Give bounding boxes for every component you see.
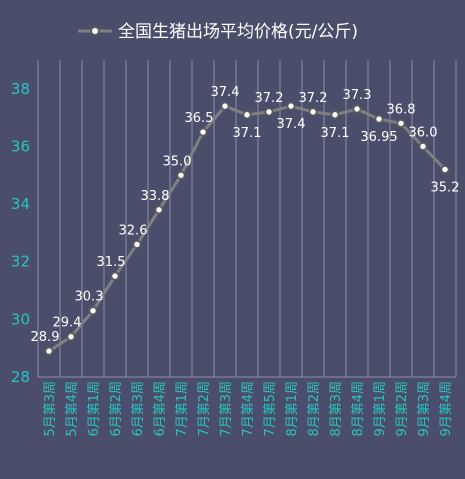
data-label: 32.6 [119,223,148,238]
data-label: 31.5 [97,255,126,270]
data-point [88,306,98,316]
data-point [176,170,186,180]
data-label: 37.4 [277,117,306,132]
data-point [220,101,230,111]
series-layer [44,101,450,356]
x-tick-label: 5月第3周 [43,381,58,437]
data-point [198,127,208,137]
x-tick-label: 8月第4周 [351,381,366,437]
data-point [132,239,142,249]
data-label: 37.4 [211,85,240,100]
data-point [330,110,340,120]
x-tick-label: 5月第4周 [65,381,80,437]
data-point [154,205,164,215]
data-point [110,271,120,281]
data-label: 29.4 [53,316,82,331]
data-label: 28.9 [31,330,60,345]
legend-label: 全国生猪出场平均价格(元/公斤) [118,22,358,42]
x-tick-label: 7月第3周 [219,381,234,437]
data-label: 30.3 [75,290,104,305]
data-label: 35.0 [163,154,192,169]
y-tick-label: 32 [11,253,30,271]
x-tick-label: 8月第3周 [329,381,344,437]
y-tick-label: 38 [11,80,30,98]
data-point [374,114,384,124]
data-point [286,101,296,111]
y-tick-label: 30 [11,310,30,328]
x-tick-label: 7月第5周 [263,381,278,437]
data-label: 36.5 [185,111,214,126]
y-tick-label: 28 [11,368,30,386]
data-point [66,332,76,342]
legend: 全国生猪出场平均价格(元/公斤) [78,22,358,42]
data-point [264,107,274,117]
x-tick-label: 6月第3周 [131,381,146,437]
x-tick-label: 9月第1周 [373,381,388,437]
x-tick-label: 7月第1周 [175,381,190,437]
data-label: 36.0 [409,125,438,140]
data-label: 37.1 [233,126,262,141]
x-tick-label: 8月第2周 [307,381,322,437]
x-tick-label: 9月第4周 [439,381,454,437]
data-label: 35.2 [431,181,460,196]
data-label: 33.8 [141,189,170,204]
x-tick-label: 7月第4周 [241,381,256,437]
data-point [242,110,252,120]
x-tick-label: 8月第1周 [285,381,300,437]
data-label: 37.2 [299,91,328,106]
data-point [44,346,54,356]
data-labels: 28.929.4 30.3 31.5 32.6 33.8 35.0 36.5 37.4 37.1… [31,85,460,345]
x-tick-label: 6月第4周 [153,381,168,437]
x-tick-label: 6月第1周 [87,381,102,437]
y-tick-label: 34 [11,195,30,213]
y-tick-label: 36 [11,137,30,155]
data-label: 36.95 [360,130,397,145]
x-tick-label: 7月第2周 [197,381,212,437]
data-label: 36.8 [387,102,416,117]
x-tick-label: 6月第2周 [109,381,124,437]
y-axis-ticks: 28 30 32 34 36 38 [11,80,30,386]
x-tick-label: 9月第3周 [417,381,432,437]
data-point [396,118,406,128]
x-tick-label: 9月第2周 [395,381,410,437]
data-point [308,107,318,117]
data-point [418,141,428,151]
data-label: 37.3 [343,88,372,103]
legend-marker [90,26,100,36]
x-axis-ticks: 5月第3周 5月第4周 6月第1周 6月第2周 6月第3周 6月第4周 7月第1周 7月第2周… [43,381,454,437]
data-label: 37.1 [321,126,350,141]
data-point [352,104,362,114]
data-label: 37.2 [255,91,284,106]
data-point [440,165,450,175]
